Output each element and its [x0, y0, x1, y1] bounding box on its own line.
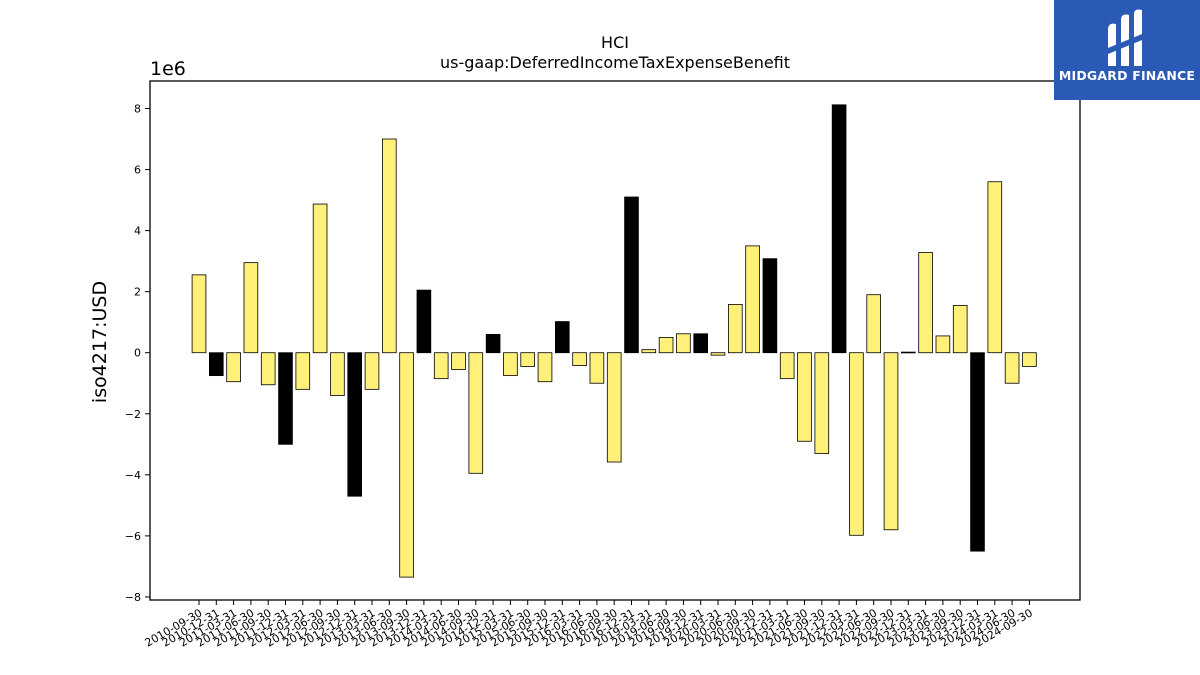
bar-2014-12-31	[485, 333, 501, 354]
bar-2022-03-31	[849, 352, 864, 536]
bar-2016-06-30	[589, 352, 605, 384]
y-tick-label: 2	[134, 286, 141, 299]
bar-2020-09-30	[745, 245, 760, 354]
bar-2011-06-30	[243, 262, 259, 354]
y-tick-label: −6	[125, 530, 141, 543]
plot-frame	[149, 80, 1081, 601]
bar-2014-03-31	[433, 352, 449, 380]
y-tick-label: −4	[125, 469, 141, 482]
bar-2021-12-31	[831, 104, 847, 354]
brand-logo: MIDGARD FINANCE	[1054, 0, 1200, 100]
bar-2022-09-30	[883, 352, 899, 531]
bar-2016-12-31	[624, 196, 639, 354]
bar-2015-06-30	[520, 352, 535, 367]
bar-2013-06-30	[381, 138, 397, 354]
bar-2019-06-30	[658, 337, 674, 354]
bar-2022-06-30	[866, 294, 881, 354]
midgard-m-logo-icon	[1108, 9, 1142, 67]
bar-2014-09-30	[468, 352, 484, 474]
bar-2010-09-30	[191, 274, 207, 354]
y-tick-label: −2	[125, 408, 141, 421]
bar-2011-03-31	[226, 352, 241, 383]
bar-2024-09-30	[1022, 352, 1037, 367]
bar-2012-06-30	[312, 203, 328, 354]
bar-2012-12-31	[347, 352, 362, 497]
bar-2012-03-31	[295, 352, 311, 390]
bar-2024-06-30	[1004, 352, 1020, 384]
brand-name: MIDGARD FINANCE	[1058, 68, 1196, 83]
y-axis-label: iso4217:USD	[89, 281, 111, 403]
y-tick-label: 4	[134, 225, 141, 238]
bar-2014-06-30	[451, 352, 466, 370]
bar-2023-12-31	[970, 352, 985, 552]
bar-2011-12-31	[278, 352, 293, 445]
bar-2016-03-31	[572, 352, 587, 366]
bar-2022-12-31	[901, 351, 916, 354]
bar-2015-09-30	[537, 352, 553, 383]
bar-2015-12-31	[555, 321, 570, 354]
bar-2023-09-30	[952, 304, 968, 354]
y-tick-label: 8	[134, 102, 141, 115]
y-axis-ticks: −8 −6 −4 −2 0 2 4 6 8	[125, 102, 150, 604]
y-tick-label: 6	[134, 164, 141, 177]
bar-2013-09-30	[399, 352, 414, 578]
chart-title: HCI	[601, 33, 629, 52]
y-tick-label: −8	[125, 591, 141, 604]
bar-2023-03-31	[918, 252, 933, 354]
bar-2021-03-31	[779, 352, 795, 380]
bar-2023-06-30	[935, 335, 951, 354]
bar-2024-03-31	[987, 181, 1003, 354]
bar-2019-12-31	[693, 333, 708, 354]
bar-2019-03-31	[641, 349, 657, 354]
bar-2012-09-30	[330, 352, 345, 396]
bar-2019-09-30	[676, 333, 691, 354]
bar-2020-06-30	[728, 304, 743, 354]
bar-2021-06-30	[797, 352, 812, 442]
bar-2020-12-31	[762, 258, 778, 354]
chart-subtitle: us-gaap:DeferredIncomeTaxExpenseBenefit	[440, 53, 790, 72]
y-tick-label: 0	[134, 347, 141, 360]
bar-2021-09-30	[814, 352, 830, 454]
bar-2015-03-31	[503, 352, 518, 377]
bar-2013-03-31	[364, 352, 380, 390]
bar-2013-12-31	[416, 289, 432, 354]
bar-2020-03-31	[710, 352, 726, 356]
bar-2011-09-30	[260, 352, 276, 386]
x-axis-ticks: 2010-09-302010-12-312011-03-312011-06-30…	[143, 600, 1035, 650]
bars-group	[191, 104, 1037, 578]
y-axis-scale-label: 1e6	[150, 58, 186, 80]
bar-2016-09-30	[606, 352, 622, 463]
bar-2010-12-31	[208, 352, 224, 377]
